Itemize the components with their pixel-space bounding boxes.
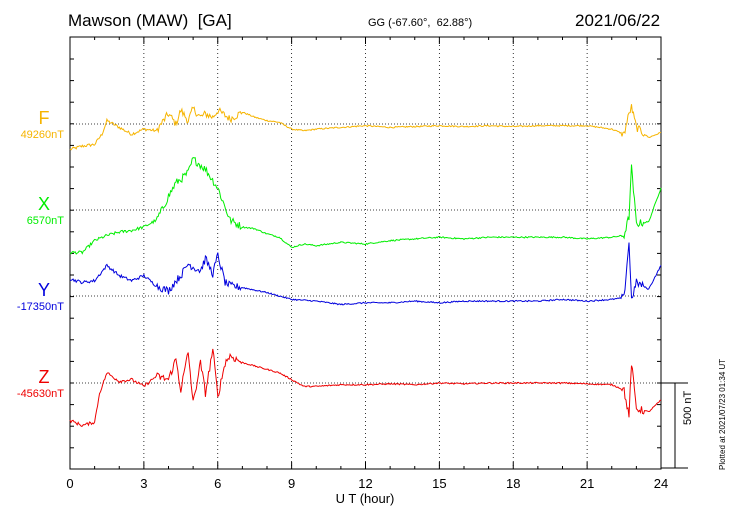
series-y-letter: Y — [37, 280, 50, 300]
chart-date: 2021/06/22 — [575, 11, 661, 30]
x-tick-label: 3 — [140, 476, 148, 491]
series-x-base-label: 6570nT — [26, 215, 64, 227]
x-tick-label: 9 — [288, 476, 296, 491]
x-tick-label: 0 — [66, 476, 74, 491]
x-tick-label: 6 — [214, 476, 222, 491]
series-f-letter: F — [38, 108, 50, 128]
x-axis-label: U T (hour) — [335, 491, 395, 506]
series-z-letter: Z — [38, 367, 50, 387]
series-y-base-label: -17350nT — [16, 301, 64, 313]
series-f-line — [69, 104, 662, 151]
x-tick-label: 24 — [653, 476, 669, 491]
x-tick-label: 21 — [579, 476, 595, 491]
station-title: Mawson (MAW) [GA] — [68, 11, 232, 30]
x-tick-label: 18 — [506, 476, 521, 491]
series-f-base-label: 49260nT — [20, 129, 64, 141]
series-x-line — [69, 157, 662, 255]
series-z-line — [69, 348, 662, 427]
scale-bar-label: 500 nT — [682, 390, 694, 425]
geo-coords: GG (-67.60°, 62.88°) — [368, 17, 473, 29]
x-tick-label: 15 — [432, 476, 447, 491]
series-y-line — [69, 242, 662, 306]
series-z-base-label: -45630nT — [16, 388, 64, 400]
series-x-letter: X — [37, 194, 50, 214]
plotted-timestamp: Plotted at 2021/07/23 01:34 UT — [718, 358, 727, 470]
x-tick-label: 12 — [358, 476, 373, 491]
